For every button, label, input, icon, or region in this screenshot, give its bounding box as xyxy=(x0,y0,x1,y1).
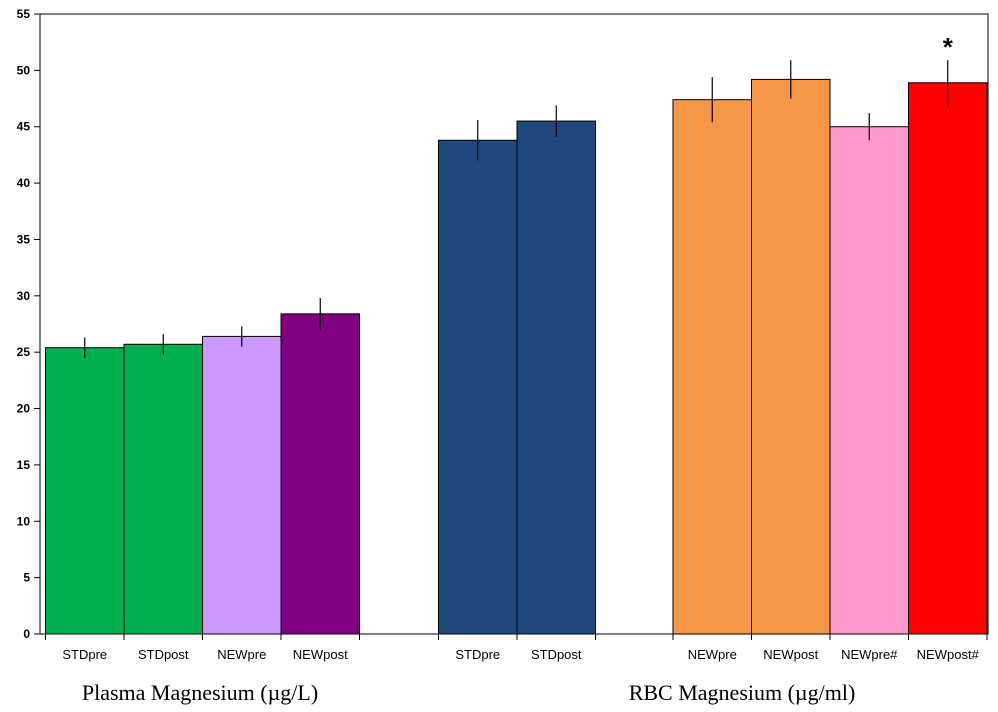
y-tick-label: 20 xyxy=(17,402,31,416)
y-tick-label: 30 xyxy=(17,289,31,303)
x-category-label: STDpost xyxy=(531,647,582,662)
bar-newpre xyxy=(672,99,752,635)
x-category-label: NEWpost# xyxy=(917,647,980,662)
bar-stdpre xyxy=(45,347,125,635)
bar-newpost xyxy=(280,313,360,635)
y-tick-label: 0 xyxy=(23,627,30,641)
x-category-label: STDpre xyxy=(62,647,107,662)
y-tick-label: 45 xyxy=(17,120,31,134)
group-label: RBC Magnesium (µg/ml) xyxy=(629,680,856,705)
group-labels: Plasma Magnesium (µg/L) RBC Magnesium (µg… xyxy=(82,680,855,705)
x-category-label: NEWpost xyxy=(293,647,348,662)
error-bars-layer xyxy=(84,60,949,358)
x-category-label: NEWpre xyxy=(688,647,737,662)
bar-newpre xyxy=(202,335,282,635)
y-tick-label: 25 xyxy=(17,345,31,359)
y-tick-label: 35 xyxy=(17,232,31,246)
y-tick-label: 5 xyxy=(23,571,30,585)
y-tick-label: 50 xyxy=(17,63,31,77)
annotations: * xyxy=(943,32,954,62)
y-tick-label: 10 xyxy=(17,514,31,528)
bar-newpost xyxy=(751,78,831,635)
x-category-label: STDpre xyxy=(455,647,500,662)
x-category-label: NEWpre xyxy=(217,647,266,662)
x-category-label: NEWpost xyxy=(763,647,818,662)
bar-stdpre xyxy=(438,139,518,635)
bar-stdpost xyxy=(123,343,203,635)
y-tick-label: 15 xyxy=(17,458,31,472)
x-category-label: NEWpre# xyxy=(841,647,898,662)
plot-area-border xyxy=(39,13,989,635)
group-label: Plasma Magnesium (µg/L) xyxy=(82,680,318,705)
bars-layer xyxy=(45,78,988,635)
bar-newpost-hash xyxy=(908,82,988,635)
bar-stdpost xyxy=(516,120,596,635)
y-axis: 0 5 10 15 20 25 30 35 40 45 50 55 xyxy=(17,7,40,641)
significance-marker: * xyxy=(943,32,954,62)
y-tick-label: 55 xyxy=(17,7,31,21)
x-axis-labels: STDpre STDpost NEWpre NEWpost STDpre STDpost N… xyxy=(45,634,988,662)
axes-layer xyxy=(39,13,989,635)
y-tick-label: 40 xyxy=(17,176,31,190)
x-category-label: STDpost xyxy=(138,647,189,662)
bar-newpre-hash xyxy=(829,126,909,635)
